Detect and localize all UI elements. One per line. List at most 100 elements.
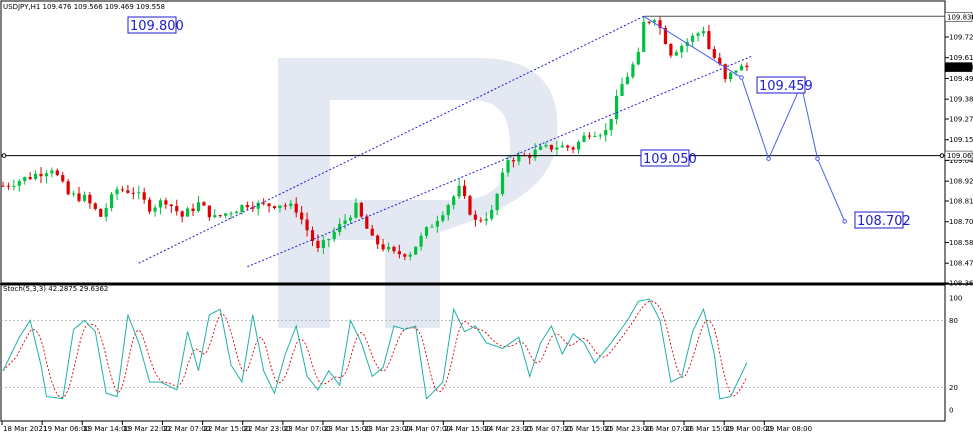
stochastic-signal-line (2, 300, 748, 399)
candle-bull (289, 203, 293, 207)
candle-bear (587, 135, 592, 137)
candle-bull (631, 64, 635, 77)
candle-bull (256, 202, 260, 209)
candle-bull (598, 135, 602, 137)
candle-bear (1, 185, 5, 187)
annotation-label: 109.459 (759, 79, 813, 94)
forecast-point (815, 156, 820, 161)
candle-bear (365, 216, 369, 229)
candle-bull (696, 33, 700, 36)
candle-bear (310, 230, 315, 241)
y-tick-label: 108.585 (949, 239, 973, 247)
candle-bear (61, 175, 65, 182)
x-tick-label: 25 Mar 15:00 (565, 425, 612, 433)
x-tick-label: 24 Mar 07:00 (404, 425, 451, 433)
candle-bear (370, 228, 374, 236)
y-tick-label: 108.925 (949, 178, 973, 186)
y-tick-label: 109.725 (949, 34, 973, 42)
candle-bear (142, 192, 146, 200)
x-tick-label: 24 Mar 23:00 (484, 425, 531, 433)
candle-bear (528, 155, 532, 158)
candle-bear (272, 206, 277, 209)
candle-bull (614, 95, 619, 119)
candle-bull (582, 135, 586, 142)
x-tick-label: 23 Mar 07:00 (284, 425, 331, 433)
candle-bull (560, 145, 564, 148)
candle-bull (213, 215, 217, 218)
candle-bull (348, 217, 353, 221)
candle-bull (593, 136, 597, 138)
candle-bull (115, 189, 119, 195)
candle-bear (566, 145, 570, 148)
candle-bear (169, 204, 173, 207)
candle-bull (544, 144, 548, 147)
stochastic-title-label: Stoch(5,3,3) 42.2875 29.6362 (3, 285, 108, 293)
watermark-shape (278, 58, 558, 328)
y-tick-label: 109.380 (949, 96, 973, 104)
candle-bull (506, 160, 510, 173)
candle-bear (218, 215, 222, 217)
candle-bull (50, 170, 54, 174)
candle-bull (490, 210, 494, 219)
annotation-box (640, 149, 690, 167)
candle-bull (240, 204, 244, 212)
x-tick-label: 26 Mar 07:00 (645, 425, 692, 433)
candle-bear (511, 160, 516, 162)
stochastic-level-label: 100 (949, 295, 962, 303)
x-tick-label: 23 Mar 23:00 (364, 425, 411, 433)
candle-bull (625, 76, 630, 85)
candle-bear (207, 205, 211, 218)
forecast-line (643, 15, 846, 222)
candle-bear (462, 185, 467, 197)
candle-bull (495, 193, 499, 211)
candle-bear (663, 28, 668, 45)
stochastic-level-label: 0 (949, 407, 953, 415)
candle-bull (517, 155, 521, 162)
candle-bear (77, 193, 81, 201)
annotation-box (127, 16, 177, 34)
candle-bear (571, 147, 575, 150)
candle-bull (343, 220, 347, 224)
candle-bull (484, 218, 488, 221)
symbol-info-label: USDJPY,H1 109.476 109.566 109.469 109.55… (3, 3, 165, 11)
candle-bear (718, 57, 722, 65)
x-tick-label: 22 Mar 15:00 (204, 425, 251, 433)
candle-bull (430, 226, 434, 228)
candle-bear (283, 205, 287, 207)
candle-bull (414, 246, 418, 255)
y-tick-label: 108.815 (949, 198, 973, 206)
candle-bull (452, 196, 456, 206)
y-tick-label: 109.610 (949, 54, 973, 62)
candle-bull (691, 35, 695, 42)
candle-bear (479, 219, 483, 221)
candle-bear (148, 199, 152, 212)
annotation-label: 109.050 (643, 152, 697, 167)
annotation-box (756, 76, 806, 94)
channel-upper-line (138, 15, 644, 264)
candle-bull (446, 205, 450, 216)
candle-bull (327, 239, 331, 241)
candle-bear (99, 208, 103, 217)
candle-bull (555, 147, 559, 150)
candle-bull (82, 194, 87, 201)
candle-bull (234, 211, 239, 214)
stochastic-main-line (2, 298, 748, 400)
candle-bull (386, 246, 391, 250)
candle-bear (120, 189, 125, 191)
candle-bull (729, 72, 733, 80)
forecast-point (842, 219, 847, 224)
candle-bear (745, 65, 749, 68)
candle-bull (419, 235, 423, 247)
candle-bear (66, 181, 70, 195)
candle-bear (647, 21, 651, 23)
candle-bull (110, 194, 114, 209)
x-tick-label: 22 Mar 07:00 (163, 425, 210, 433)
price-pane: 109.836 109.725 109.610 109.495 109.380 109.2… (0, 0, 973, 288)
candle-bull (321, 240, 325, 248)
candle-bull (424, 227, 429, 236)
current-price-badge-label: 109.558 (947, 64, 973, 72)
stochastic-level-label: 80 (949, 317, 958, 325)
candle-bull (538, 146, 543, 150)
candle-bull (224, 213, 228, 216)
candle-bull (609, 118, 613, 131)
